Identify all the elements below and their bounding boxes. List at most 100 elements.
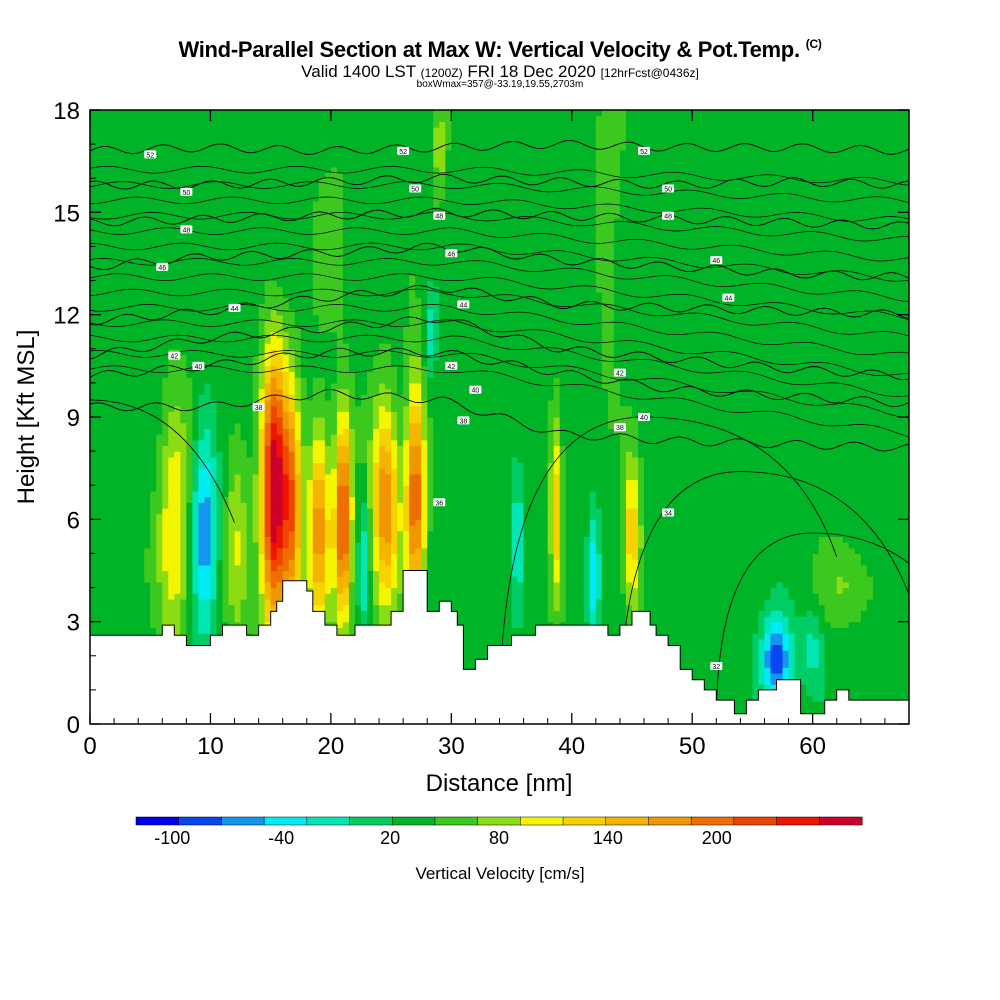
velocity-cell [354, 127, 362, 134]
velocity-cell [174, 542, 181, 549]
velocity-cell [180, 246, 187, 253]
velocity-cell [132, 479, 139, 486]
velocity-cell [228, 507, 236, 515]
velocity-cell [252, 144, 260, 151]
velocity-cell [222, 513, 230, 520]
velocity-cell [336, 439, 344, 447]
velocity-cell [132, 434, 139, 441]
velocity-cell [198, 286, 206, 293]
velocity-cell [96, 598, 103, 606]
velocity-cell [210, 576, 218, 583]
velocity-cell [156, 485, 163, 492]
velocity-cell [216, 246, 224, 253]
velocity-cell [228, 274, 236, 282]
velocity-cell [282, 178, 290, 185]
velocity-cell [120, 610, 127, 617]
velocity-cell [318, 405, 326, 412]
velocity-cell [258, 587, 266, 594]
velocity-cell [276, 564, 284, 572]
velocity-cell [174, 371, 181, 378]
velocity-cell [234, 468, 242, 475]
velocity-cell [282, 428, 290, 435]
velocity-cell [192, 456, 199, 464]
velocity-cell [138, 280, 145, 287]
velocity-cell [174, 308, 181, 316]
velocity-cell [180, 172, 187, 179]
velocity-cell [258, 183, 266, 191]
velocity-cell [330, 371, 338, 378]
velocity-cell [90, 263, 97, 270]
velocity-cell [180, 161, 187, 168]
velocity-cell [306, 235, 314, 242]
velocity-cell [108, 394, 115, 401]
velocity-cell [204, 434, 212, 441]
velocity-cell [306, 200, 314, 208]
velocity-cell [234, 144, 242, 151]
velocity-cell [342, 218, 350, 225]
velocity-cell [204, 496, 212, 503]
velocity-cell [156, 576, 163, 583]
velocity-cell [360, 314, 368, 321]
velocity-cell [252, 223, 260, 230]
velocity-cell [120, 200, 127, 208]
velocity-cell [234, 576, 242, 583]
velocity-cell [264, 417, 272, 424]
velocity-cell [192, 252, 199, 259]
velocity-cell [252, 343, 260, 350]
velocity-cell [252, 542, 260, 549]
velocity-cell [96, 525, 103, 532]
velocity-cell [252, 127, 260, 134]
velocity-cell [354, 507, 362, 515]
velocity-cell [318, 149, 326, 157]
velocity-cell [348, 303, 356, 310]
velocity-cell [336, 559, 344, 566]
velocity-cell [324, 377, 332, 384]
velocity-cell [186, 138, 193, 145]
velocity-cell [204, 490, 212, 498]
velocity-cell [324, 581, 332, 589]
velocity-cell [90, 314, 97, 321]
velocity-cell [150, 610, 157, 617]
velocity-cell [246, 445, 254, 452]
velocity-cell [108, 485, 115, 492]
velocity-cell [180, 405, 187, 412]
velocity-cell [312, 360, 320, 367]
velocity-cell [336, 479, 344, 486]
velocity-cell [336, 456, 344, 464]
velocity-cell [108, 456, 115, 464]
velocity-cell [120, 564, 127, 572]
velocity-cell [168, 519, 175, 526]
velocity-cell [210, 513, 218, 520]
velocity-cell [270, 542, 278, 549]
velocity-cell [222, 110, 230, 117]
velocity-cell [174, 479, 181, 486]
velocity-cell [174, 507, 181, 515]
velocity-cell [252, 490, 260, 498]
velocity-cell [162, 513, 169, 520]
velocity-cell [126, 525, 133, 532]
velocity-cell [132, 348, 139, 356]
velocity-cell [270, 280, 278, 287]
velocity-cell [168, 411, 175, 418]
velocity-cell [342, 240, 350, 248]
velocity-cell [276, 411, 284, 418]
velocity-cell [354, 183, 362, 191]
velocity-cell [222, 331, 230, 339]
velocity-cell [168, 132, 175, 140]
velocity-cell [246, 598, 254, 606]
velocity-cell [324, 553, 332, 560]
velocity-cell [330, 479, 338, 486]
velocity-cell [258, 462, 266, 469]
velocity-cell [204, 269, 212, 276]
velocity-cell [216, 223, 224, 230]
velocity-cell [144, 377, 151, 384]
velocity-cell [180, 411, 187, 418]
velocity-cell [192, 337, 199, 344]
velocity-cell [360, 485, 368, 492]
velocity-cell [132, 303, 139, 310]
velocity-cell [216, 257, 224, 265]
velocity-cell [174, 627, 181, 634]
velocity-cell [342, 621, 350, 628]
velocity-cell [198, 320, 206, 327]
velocity-cell [228, 326, 236, 333]
